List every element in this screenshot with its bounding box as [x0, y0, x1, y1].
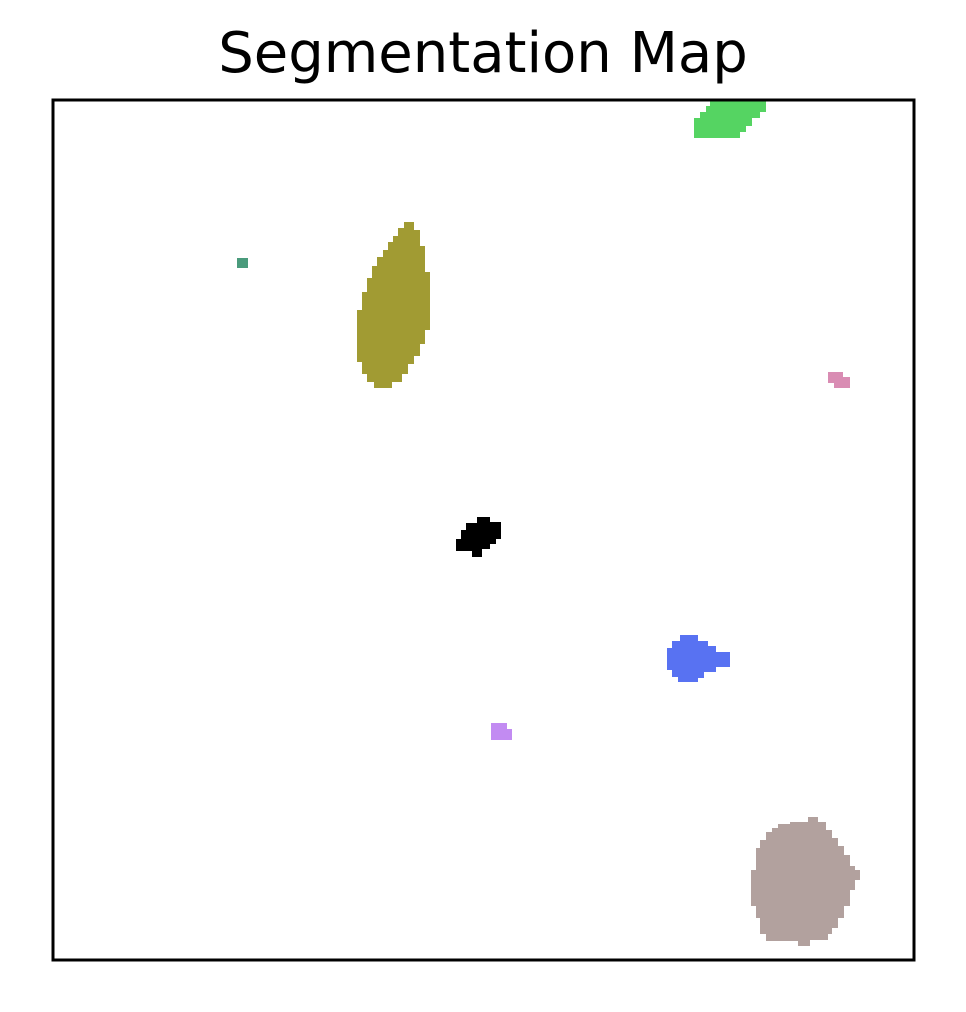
segment-blue: [667, 635, 730, 682]
segment-olive: [357, 222, 430, 388]
segment-green: [694, 100, 766, 138]
segment-violet: [491, 723, 512, 740]
segment-teal: [237, 258, 248, 268]
segment-taupe: [751, 817, 860, 946]
segment-pink: [828, 372, 850, 388]
segment-black: [456, 517, 501, 557]
figure-title: Segmentation Map: [218, 21, 748, 86]
plot-frame: [51, 98, 916, 962]
